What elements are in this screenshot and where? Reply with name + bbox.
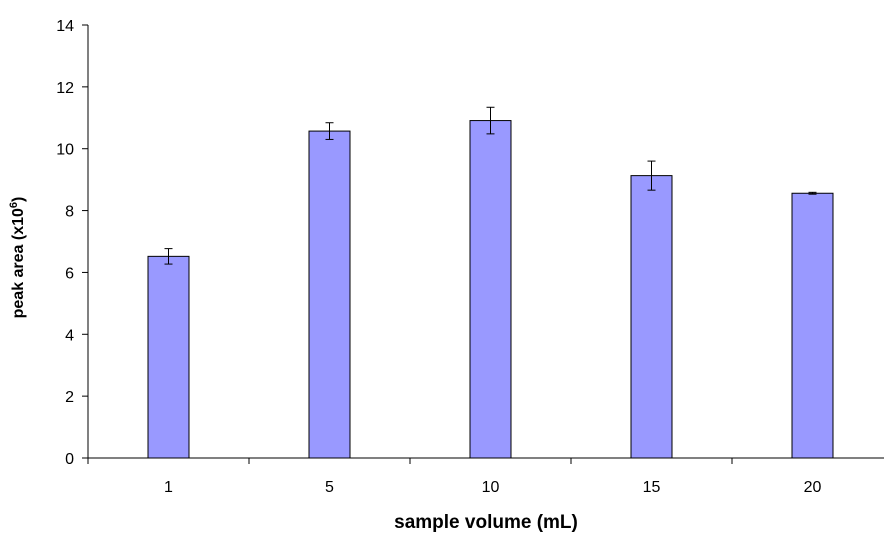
x-axis-ticks: 1 5 10 15 20	[87, 458, 822, 496]
y-tick-label: 10	[56, 142, 74, 159]
bar	[630, 175, 673, 459]
bar	[308, 130, 351, 459]
bar	[791, 192, 834, 459]
y-tick-label: 12	[56, 80, 74, 97]
x-tick-label: 15	[643, 479, 661, 496]
y-tick-label: 6	[65, 265, 74, 282]
y-axis-ticks: 0 2 4 6 8 10 12 14	[56, 18, 88, 468]
y-tick-label: 0	[65, 451, 74, 468]
y-tick-label: 8	[65, 204, 74, 221]
error-bars	[164, 106, 817, 265]
y-tick-label: 4	[65, 327, 74, 344]
y-axis-title-end: )	[10, 197, 27, 202]
x-tick-label: 5	[325, 479, 334, 496]
y-axis-title-superscript: 6	[8, 202, 20, 208]
x-tick-label: 20	[804, 479, 822, 496]
bars	[147, 120, 834, 459]
bar	[147, 255, 190, 459]
y-tick-label: 2	[65, 389, 74, 406]
x-axis-title: sample volume (mL)	[394, 512, 578, 533]
bar	[469, 120, 512, 459]
y-axis-title: peak area (x106)	[8, 197, 27, 319]
y-tick-label: 14	[56, 18, 74, 35]
y-axis-title-main: peak area (x10	[10, 208, 27, 318]
x-tick-label: 1	[164, 479, 173, 496]
x-tick-label: 10	[482, 479, 500, 496]
